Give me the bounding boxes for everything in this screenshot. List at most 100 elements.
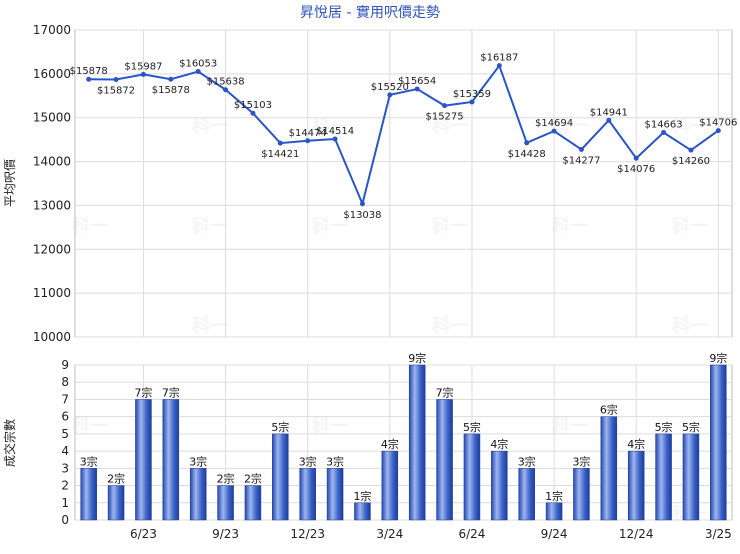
volume-bar[interactable] [408,364,426,521]
price-point[interactable] [140,71,146,77]
volume-bar[interactable] [518,468,535,521]
bar-y-tick-label: 3 [61,461,69,475]
volume-bar[interactable] [655,433,672,521]
price-series-line [88,63,719,207]
price-point-label: $15872 [97,85,135,96]
watermark-text: 科一 [552,115,588,137]
price-point[interactable] [305,138,311,144]
x-tick-label: 6/24 [458,527,485,541]
watermark-text: 科一 [312,415,348,437]
volume-bar[interactable] [107,485,125,521]
x-tick-label: 3/24 [376,527,403,541]
price-point[interactable] [496,63,502,69]
line-y-tick-label: 16000 [33,67,71,81]
price-point[interactable] [277,140,283,146]
volume-bar[interactable] [491,450,508,521]
price-point[interactable] [688,147,694,153]
price-point[interactable] [113,76,119,82]
volume-bar-label: 5宗 [463,420,481,434]
line-y-tick-label: 12000 [33,242,71,256]
watermark-text: 科一 [672,215,708,237]
volume-bar-label: 1宗 [545,489,563,503]
volume-bar-label: 9宗 [709,351,727,365]
price-point[interactable] [250,110,256,116]
volume-bar[interactable] [326,468,344,521]
bar-y-tick-label: 1 [61,496,69,510]
volume-bar[interactable] [381,450,399,521]
volume-bar[interactable] [600,416,618,521]
volume-bar[interactable] [244,485,262,521]
price-point-label: $15103 [234,100,272,111]
volume-bar-label: 4宗 [381,437,399,451]
price-point[interactable] [551,128,557,134]
price-point[interactable] [387,92,393,98]
volume-bar[interactable] [573,468,590,521]
x-tick-label: 3/25 [705,527,732,541]
bar-y-tick-label: 7 [61,392,69,406]
watermark-text: 科一 [672,315,708,337]
price-point[interactable] [332,136,338,142]
bar-y-tick-label: 4 [61,444,69,458]
price-point[interactable] [661,129,667,135]
price-point[interactable] [414,86,420,92]
price-point[interactable] [578,146,584,152]
price-point[interactable] [442,103,448,109]
price-point-label: $15878 [152,85,190,96]
x-tick-label: 9/24 [541,527,568,541]
price-point-label: $14076 [617,164,655,175]
volume-bar[interactable] [463,433,481,521]
volume-bar-label: 9宗 [408,351,426,365]
price-point-label: $15987 [124,61,162,72]
price-point-label: $14663 [644,119,682,130]
volume-bar[interactable] [189,468,207,521]
volume-bar[interactable] [545,502,563,521]
price-point[interactable] [715,128,721,134]
price-point-label: $15520 [371,82,409,93]
price-point-label: $15878 [70,66,108,77]
chart-title: 昇悅居 - 實用呎價走勢 [300,4,440,21]
volume-bar[interactable] [299,468,316,521]
volume-bar-label: 5宗 [271,420,289,434]
watermark-text: 科一 [672,115,708,137]
line-y-tick-label: 10000 [33,330,71,344]
volume-bar[interactable] [162,399,180,521]
volume-bar-label: 3宗 [80,454,98,468]
watermark-text: 科一 [312,215,348,237]
price-point-label: $15359 [453,89,491,100]
line-y-tick-label: 17000 [33,23,71,37]
price-point-label: $14514 [316,126,354,137]
volume-bar-label: 3宗 [572,454,590,468]
price-point[interactable] [195,69,201,75]
price-point[interactable] [469,99,475,105]
volume-bar[interactable] [627,450,645,521]
price-point[interactable] [633,155,639,161]
price-point[interactable] [359,201,365,207]
volume-bar[interactable] [682,433,700,521]
watermark-text: 科一 [432,115,468,137]
volume-bar[interactable] [135,399,152,521]
price-point-label: $14941 [590,107,628,118]
volume-bar-label: 6宗 [600,403,618,417]
price-point[interactable] [168,76,174,82]
price-point[interactable] [606,117,612,123]
watermark-text: 科一 [432,315,468,337]
price-point[interactable] [86,76,92,82]
volume-bar[interactable] [354,502,371,521]
volume-bar[interactable] [272,433,289,521]
watermark-text: 科一 [192,215,228,237]
bar-y-tick-label: 0 [61,513,69,527]
volume-bar[interactable] [436,399,453,521]
volume-bar[interactable] [217,485,234,521]
watermark-text: 科一 [72,415,108,437]
price-point[interactable] [223,87,229,93]
volume-bar-label: 2宗 [244,472,262,486]
watermark-text: 科一 [192,315,228,337]
price-point-label: $15654 [398,76,436,87]
price-point[interactable] [524,140,530,146]
volume-bar[interactable] [80,468,97,521]
x-tick-label: 12/24 [619,527,654,541]
price-point-label: $14260 [672,156,710,167]
price-point-label: $14474 [289,128,327,139]
volume-bar[interactable] [710,364,727,521]
